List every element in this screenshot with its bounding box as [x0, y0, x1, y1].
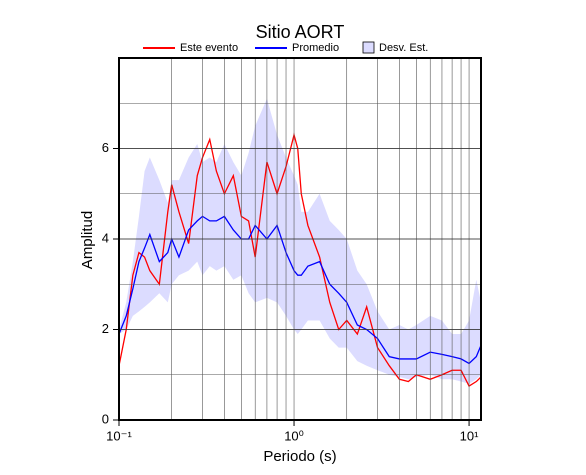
- y-tick-label: 2: [102, 321, 109, 336]
- legend: Este evento Promedio Desv. Est.: [143, 41, 428, 54]
- plot-area: 0 2 4 6 10⁻¹ 10⁰ 10¹: [102, 57, 482, 443]
- chart-title: Sitio AORT: [256, 22, 345, 42]
- x-tick-label: 10⁻¹: [106, 428, 132, 443]
- y-axis-label: Amplitud: [79, 211, 96, 269]
- x-tick-label: 10¹: [460, 428, 479, 443]
- plot-frame: [118, 57, 482, 421]
- legend-label: Desv. Est.: [379, 42, 428, 54]
- y-tick-label: 6: [102, 140, 109, 155]
- legend-label: Este evento: [180, 42, 238, 54]
- y-tick-label: 0: [102, 411, 109, 426]
- std-band: [119, 98, 481, 384]
- y-tick-label: 4: [102, 230, 109, 245]
- plot-clip: [119, 98, 481, 387]
- legend-swatch: [362, 41, 375, 54]
- legend-label: Promedio: [292, 42, 339, 54]
- x-tick-label: 10⁰: [284, 428, 304, 443]
- x-axis-label: Periodo (s): [263, 448, 336, 465]
